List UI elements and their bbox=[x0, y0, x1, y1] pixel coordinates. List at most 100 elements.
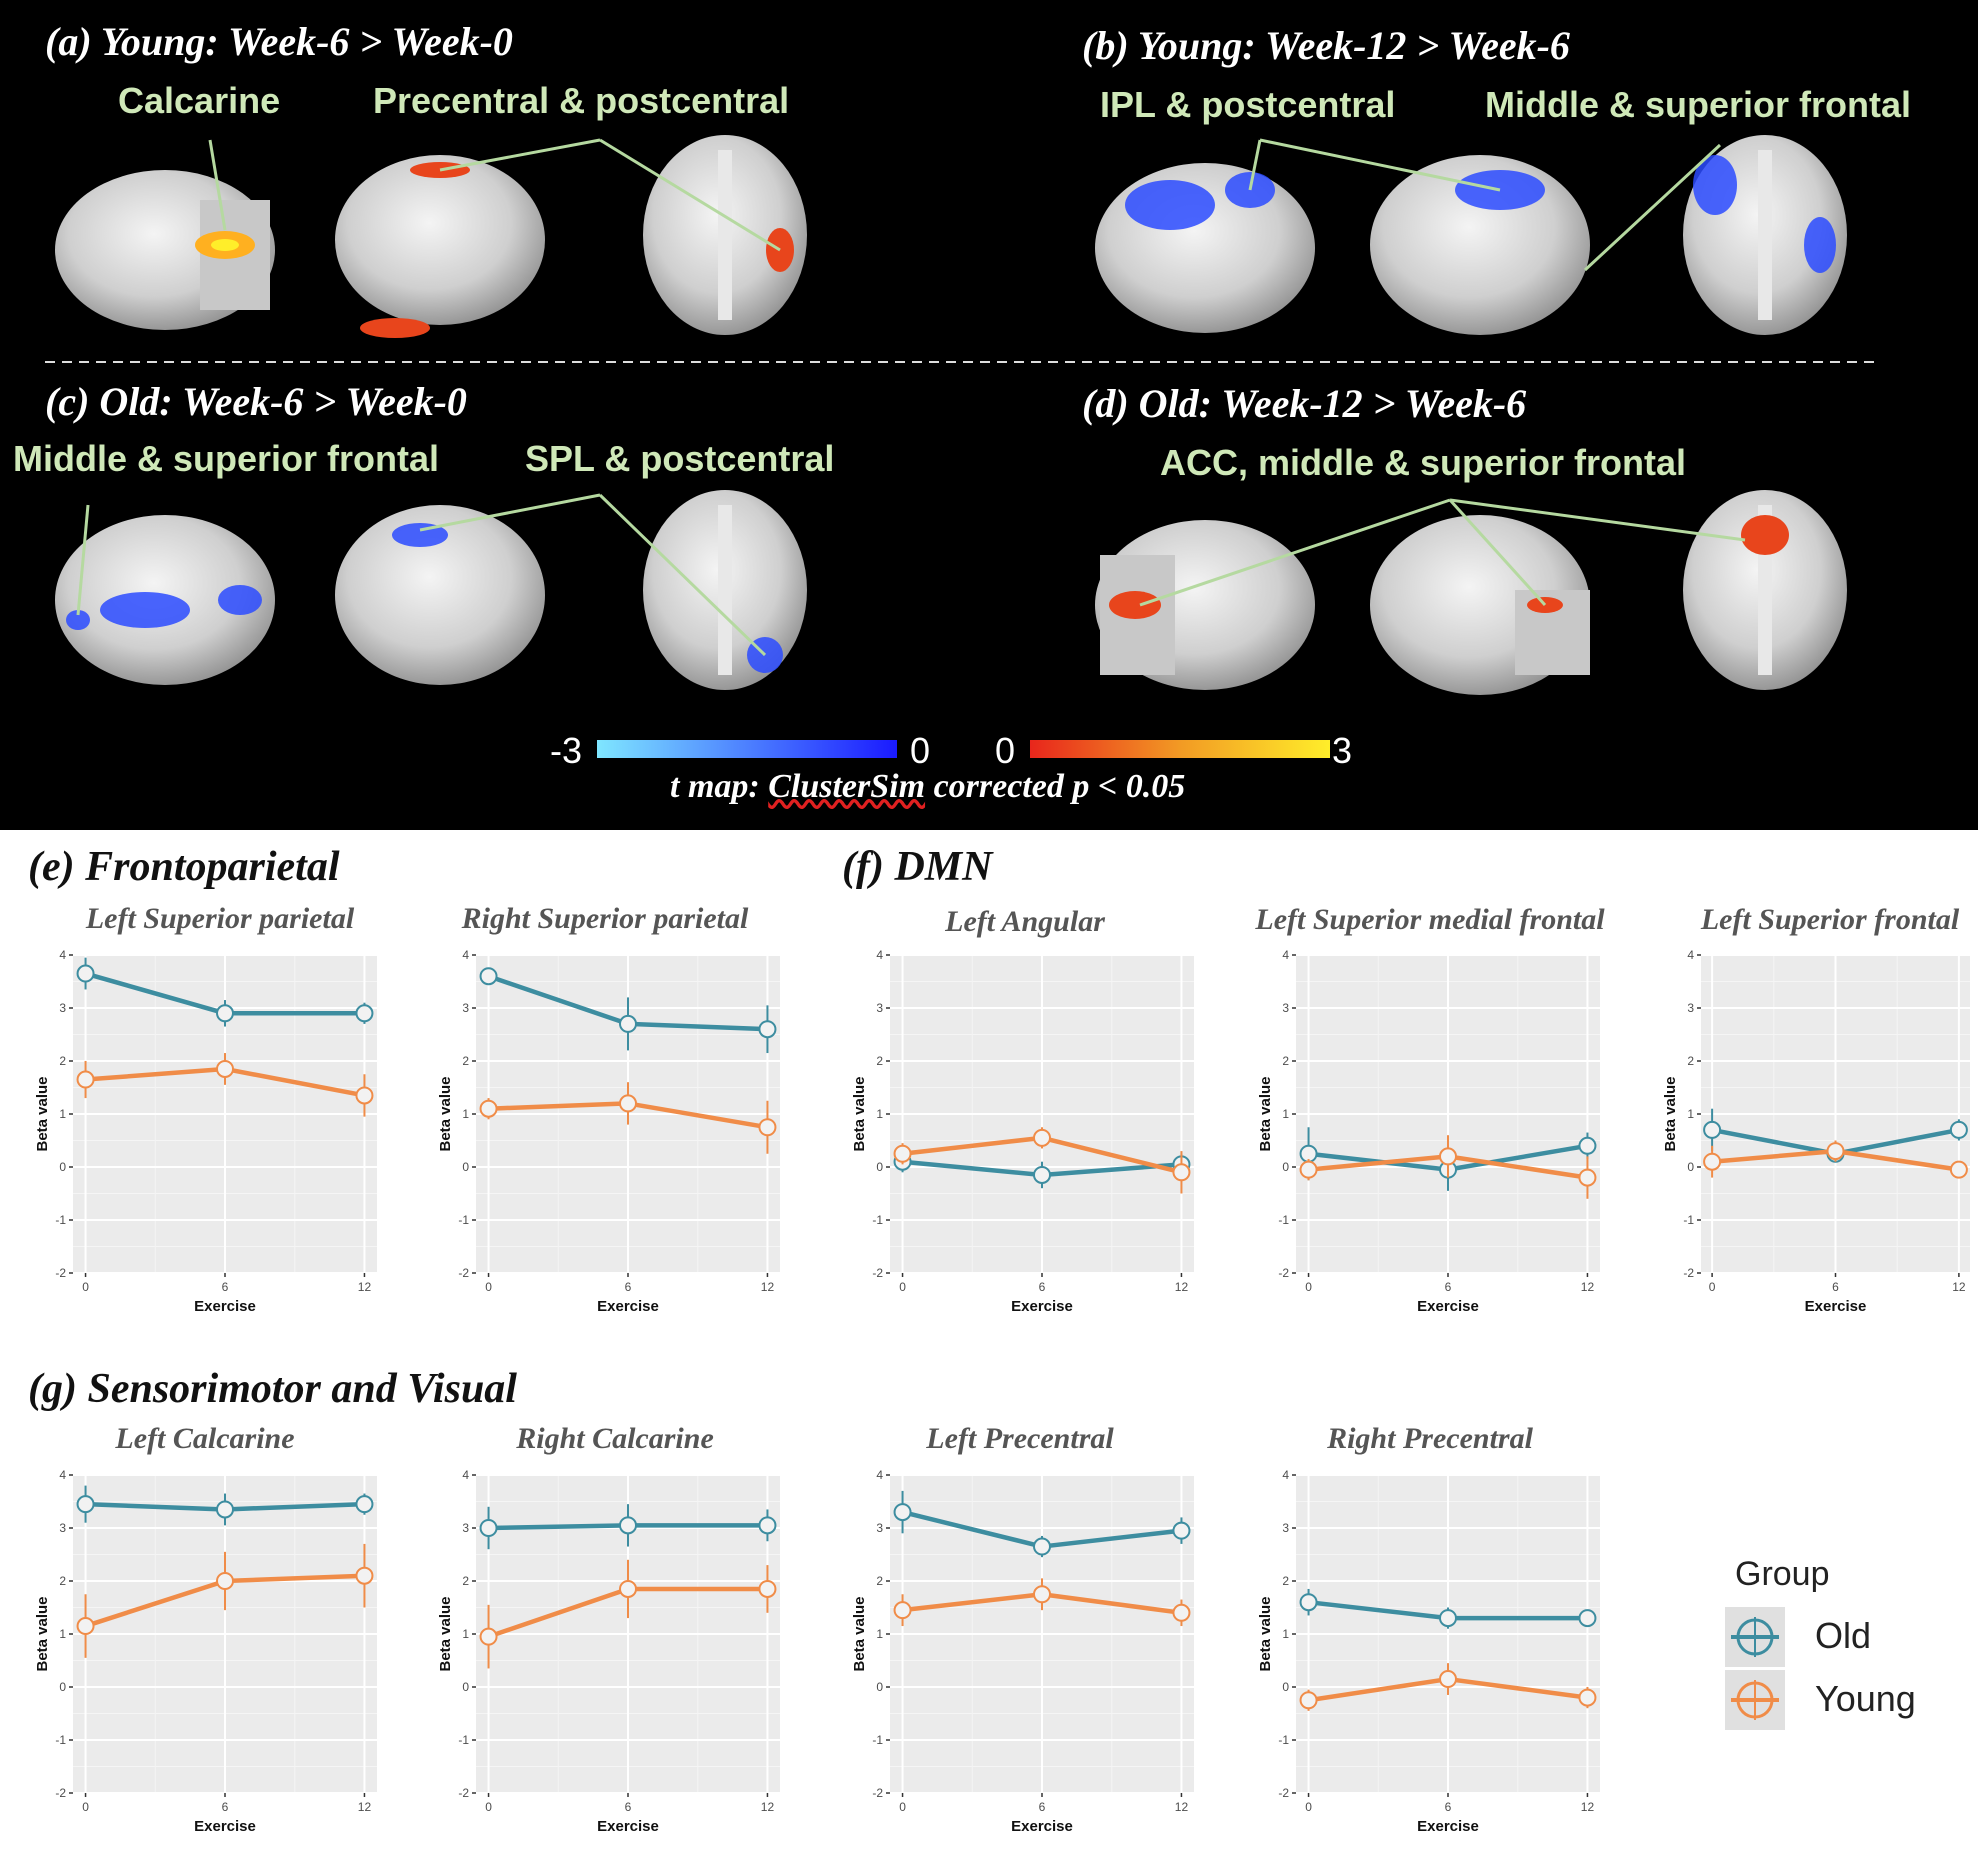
panel-c-brains bbox=[55, 490, 807, 690]
pointer-line bbox=[1259, 138, 1501, 192]
y-tick-label: 2 bbox=[1282, 1054, 1289, 1068]
y-tick-label: 1 bbox=[876, 1107, 883, 1121]
pointer-line bbox=[1448, 498, 1547, 607]
caption-method: ClusterSim bbox=[768, 768, 926, 805]
y-axis-label: Beta value bbox=[34, 1596, 51, 1671]
y-tick-label: 0 bbox=[876, 1160, 883, 1174]
chart-left-superior-parietal: 4 3 2 1 0 -1 -2 0 6 12 Exercise Beta value bbox=[34, 948, 377, 1315]
legend-marker bbox=[1736, 1681, 1774, 1719]
panel-d-title: (d) Old: Week-12 > Week-6 bbox=[1082, 381, 1527, 426]
x-tick-label: 0 bbox=[1709, 1280, 1716, 1294]
y-tick-label: 4 bbox=[876, 1468, 883, 1482]
chart-left-precentral: 4 3 2 1 0 -1 -2 0 6 12 Exercise Beta value bbox=[851, 1468, 1194, 1835]
data-point-young bbox=[76, 1617, 95, 1636]
midline bbox=[1758, 150, 1772, 320]
group-legend: Group Old Young bbox=[1725, 1555, 1975, 1735]
y-tick-label: 4 bbox=[59, 1468, 66, 1482]
x-tick-label: 6 bbox=[1039, 1280, 1046, 1294]
chart-left-superior-medial-frontal: 4 3 2 1 0 -1 -2 0 6 12 Exercise Beta value bbox=[1257, 948, 1600, 1315]
legend-label-old: Old bbox=[1815, 1615, 1872, 1656]
x-axis-label: Exercise bbox=[1417, 1818, 1479, 1835]
x-axis-label: Exercise bbox=[1011, 1818, 1073, 1835]
data-point-old bbox=[619, 1014, 637, 1033]
y-tick-label: -2 bbox=[458, 1786, 469, 1800]
y-tick-label: 3 bbox=[1282, 1001, 1289, 1015]
y-tick-label: 4 bbox=[876, 948, 883, 962]
data-point-young bbox=[893, 1601, 912, 1620]
y-tick-label: 4 bbox=[59, 948, 66, 962]
data-point-old bbox=[479, 967, 498, 986]
data-point-old bbox=[355, 1004, 374, 1023]
x-tick-label: 0 bbox=[1305, 1280, 1312, 1294]
y-tick-label: 0 bbox=[59, 1680, 66, 1694]
y-tick-label: -2 bbox=[1278, 1786, 1289, 1800]
label-acc-frontal: ACC, middle & superior frontal bbox=[1160, 442, 1687, 483]
y-tick-label: 2 bbox=[876, 1054, 883, 1068]
midline bbox=[718, 150, 732, 320]
legend-marker bbox=[1736, 1618, 1774, 1656]
data-point-young bbox=[1826, 1142, 1845, 1161]
label-spl-postcentral: SPL & postcentral bbox=[525, 438, 835, 479]
data-point-old bbox=[355, 1495, 374, 1514]
chart-title: Left Calcarine bbox=[115, 1422, 295, 1455]
y-tick-label: -1 bbox=[872, 1213, 883, 1227]
panel-b-brains bbox=[1095, 135, 1847, 335]
y-tick-label: -2 bbox=[872, 1786, 883, 1800]
y-tick-label: 4 bbox=[1282, 948, 1289, 962]
x-tick-label: 6 bbox=[222, 1280, 229, 1294]
y-tick-label: 0 bbox=[1282, 1680, 1289, 1694]
chart-left-angular: 4 3 2 1 0 -1 -2 0 6 12 Exercise Beta value bbox=[851, 948, 1194, 1315]
brain-lateral bbox=[335, 155, 545, 325]
pointer-line bbox=[1583, 143, 1722, 272]
data-point-young bbox=[479, 1099, 498, 1118]
panel-d-brains bbox=[1095, 490, 1847, 695]
label-precentral-postcentral: Precentral & postcentral bbox=[373, 80, 790, 121]
x-tick-label: 0 bbox=[485, 1280, 492, 1294]
y-tick-label: 2 bbox=[59, 1574, 66, 1588]
data-point-young bbox=[1299, 1160, 1318, 1179]
data-point-young bbox=[758, 1118, 777, 1137]
x-tick-label: 12 bbox=[761, 1800, 775, 1814]
x-tick-label: 6 bbox=[1832, 1280, 1839, 1294]
x-axis-label: Exercise bbox=[1417, 1298, 1479, 1315]
y-tick-label: -1 bbox=[872, 1733, 883, 1747]
caption-suffix: corrected p < 0.05 bbox=[933, 768, 1186, 805]
y-tick-label: 1 bbox=[1282, 1627, 1289, 1641]
pointer-line bbox=[1248, 139, 1262, 191]
legend-item-old: Old bbox=[1725, 1607, 1975, 1667]
legend-swatch-old bbox=[1731, 1617, 1779, 1657]
data-point-young bbox=[1033, 1128, 1051, 1147]
x-tick-label: 6 bbox=[625, 1800, 632, 1814]
x-tick-label: 6 bbox=[222, 1800, 229, 1814]
y-tick-label: 4 bbox=[462, 1468, 469, 1482]
legend-label-young: Young bbox=[1815, 1678, 1916, 1719]
chart-title: Right Superior parietal bbox=[461, 902, 749, 935]
y-tick-label: 1 bbox=[876, 1627, 883, 1641]
y-axis-label: Beta value bbox=[1257, 1596, 1274, 1671]
pointer-line bbox=[76, 504, 90, 616]
activation-ipl bbox=[1125, 180, 1215, 230]
data-point-old bbox=[1578, 1136, 1597, 1155]
y-tick-label: 3 bbox=[462, 1521, 469, 1535]
y-tick-label: -1 bbox=[55, 1213, 66, 1227]
y-tick-label: -2 bbox=[458, 1266, 469, 1280]
pointer-line bbox=[598, 493, 767, 657]
x-tick-label: 12 bbox=[1175, 1800, 1189, 1814]
colorbar-pos-max: 3 bbox=[1332, 730, 1353, 771]
y-tick-label: 2 bbox=[1282, 1574, 1289, 1588]
y-tick-label: -1 bbox=[55, 1733, 66, 1747]
data-point-old bbox=[893, 1503, 912, 1522]
y-tick-label: 0 bbox=[462, 1680, 469, 1694]
activation-frontal bbox=[100, 592, 190, 628]
y-tick-label: -1 bbox=[1683, 1213, 1694, 1227]
brain-activation-panel: (a) Young: Week-6 > Week-0 (b) Young: We… bbox=[0, 0, 1978, 830]
y-tick-label: -2 bbox=[55, 1266, 66, 1280]
y-axis-label: Beta value bbox=[34, 1076, 51, 1151]
x-tick-label: 0 bbox=[82, 1800, 89, 1814]
y-tick-label: 2 bbox=[59, 1054, 66, 1068]
label-ipl-postcentral: IPL & postcentral bbox=[1100, 84, 1396, 125]
section-f-label: (f) DMN bbox=[842, 844, 993, 890]
data-point-old bbox=[619, 1516, 637, 1535]
x-tick-label: 12 bbox=[1952, 1280, 1966, 1294]
legend-item-young: Young bbox=[1725, 1670, 1975, 1730]
